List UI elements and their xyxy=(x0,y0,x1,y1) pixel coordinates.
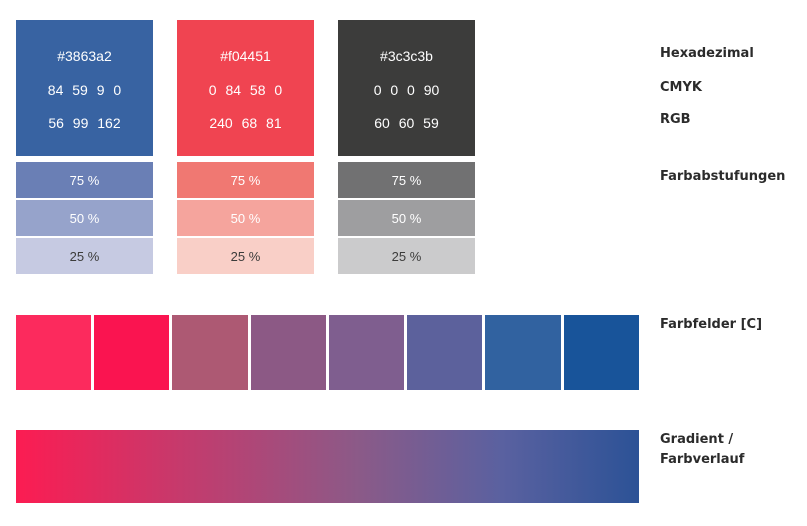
tint-50-red: 50 % xyxy=(177,200,314,236)
hex-value-dark-gray: #3c3c3b xyxy=(380,48,433,64)
swatch-dark-gray: #3c3c3b 0 0 0 90 60 60 59 xyxy=(338,20,475,156)
label-gradient: Gradient / Farbverlauf xyxy=(660,430,744,470)
cmyk-value-blue: 84 59 9 0 xyxy=(47,82,122,98)
color-field-4 xyxy=(251,315,326,390)
tint-50-blue: 50 % xyxy=(16,200,153,236)
tint-25-blue: 25 % xyxy=(16,238,153,274)
tint-50-dark-gray: 50 % xyxy=(338,200,475,236)
tint-75-red: 75 % xyxy=(177,162,314,198)
label-gradient-line1: Gradient / xyxy=(660,432,734,447)
label-rgb: RGB xyxy=(660,112,691,127)
label-cmyk: CMYK xyxy=(660,80,702,95)
color-field-8 xyxy=(564,315,639,390)
color-field-2 xyxy=(94,315,169,390)
tint-75-blue: 75 % xyxy=(16,162,153,198)
swatch-blue: #3863a2 84 59 9 0 56 99 162 xyxy=(16,20,153,156)
label-hexadezimal: Hexadezimal xyxy=(660,46,754,61)
color-field-1 xyxy=(16,315,91,390)
hex-value-blue: #3863a2 xyxy=(57,48,112,64)
swatch-red: #f04451 0 84 58 0 240 68 81 xyxy=(177,20,314,156)
label-gradient-line2: Farbverlauf xyxy=(660,452,745,467)
cmyk-value-dark-gray: 0 0 0 90 xyxy=(373,82,440,98)
tint-75-dark-gray: 75 % xyxy=(338,162,475,198)
color-field-3 xyxy=(172,315,248,390)
hex-value-red: #f04451 xyxy=(220,48,271,64)
tint-25-dark-gray: 25 % xyxy=(338,238,475,274)
gradient-bar xyxy=(16,430,639,503)
color-field-6 xyxy=(407,315,482,390)
color-field-7 xyxy=(485,315,561,390)
cmyk-value-red: 0 84 58 0 xyxy=(208,82,283,98)
rgb-value-blue: 56 99 162 xyxy=(48,115,121,131)
tint-25-red: 25 % xyxy=(177,238,314,274)
label-farbfelder: Farbfelder [C] xyxy=(660,317,763,332)
label-farbabstufungen: Farbabstufungen xyxy=(660,169,786,184)
color-field-5 xyxy=(329,315,404,390)
rgb-value-red: 240 68 81 xyxy=(209,115,282,131)
rgb-value-dark-gray: 60 60 59 xyxy=(374,115,439,131)
